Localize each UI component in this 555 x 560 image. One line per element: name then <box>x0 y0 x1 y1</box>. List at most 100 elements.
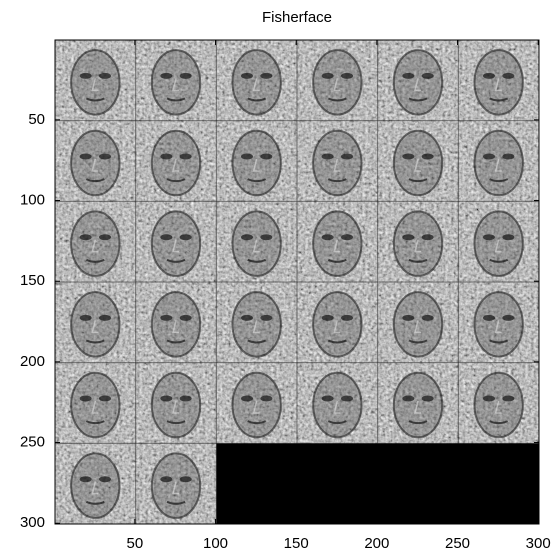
x-tick-label: 300 <box>526 535 551 552</box>
face-nose <box>91 158 99 172</box>
face-eye <box>482 314 495 321</box>
face-eye <box>160 153 173 160</box>
x-tick-label: 250 <box>445 535 470 552</box>
face-outline <box>150 129 202 197</box>
face-eye <box>260 153 273 160</box>
face-eye <box>160 476 173 483</box>
face-outline <box>150 49 202 116</box>
face-eye <box>260 234 273 241</box>
face-outline <box>473 49 524 116</box>
face-outline <box>392 129 444 197</box>
face-outline <box>312 129 363 197</box>
tile-border <box>296 362 379 444</box>
face-mouth <box>489 420 509 425</box>
face-eye <box>341 234 354 241</box>
face-mouth <box>166 339 186 344</box>
tile-border <box>457 40 539 122</box>
face-nose <box>414 239 421 253</box>
face-nose <box>172 78 179 92</box>
face-eye <box>99 476 112 483</box>
empty-region <box>216 443 539 524</box>
face-eye <box>502 314 515 321</box>
face-nose <box>494 320 502 334</box>
face-eye <box>260 72 273 79</box>
face-eye <box>502 72 515 79</box>
face-nose <box>414 400 421 414</box>
y-tick-label: 250 <box>20 433 45 450</box>
face-mouth <box>166 420 186 425</box>
face-eye <box>160 395 173 402</box>
face-eye <box>321 153 334 160</box>
face-nose <box>333 400 341 414</box>
face-nose <box>172 481 179 495</box>
face-eye <box>482 72 495 79</box>
face-nose <box>494 78 502 92</box>
tile-border <box>457 281 539 364</box>
face-eye <box>402 234 415 241</box>
face-eye <box>99 234 112 241</box>
face-eye <box>421 314 434 321</box>
image <box>55 40 539 524</box>
face-outline <box>70 371 121 439</box>
face-outline <box>312 371 363 439</box>
face-eye <box>402 72 415 79</box>
tile-border <box>55 200 137 283</box>
y-tick-label: 300 <box>20 514 45 531</box>
face-mouth <box>327 420 347 425</box>
face-mouth <box>247 178 267 183</box>
face-eye <box>341 72 354 79</box>
face-eye <box>179 72 192 79</box>
face-mouth <box>408 97 428 102</box>
face-eye <box>402 153 415 160</box>
face-mouth <box>489 339 509 344</box>
x-tick-label: 100 <box>203 535 228 552</box>
face-nose <box>414 78 421 92</box>
face-nose <box>494 158 502 172</box>
face-mouth <box>85 500 105 505</box>
y-tick-label: 150 <box>20 272 45 289</box>
face-mouth <box>85 339 105 344</box>
tile-border <box>377 120 459 202</box>
tile-border <box>135 362 217 444</box>
tile-border <box>135 200 217 283</box>
x-tick-label: 150 <box>284 535 309 552</box>
face-eye <box>502 395 515 402</box>
face-nose <box>494 239 502 253</box>
x-tick-label: 200 <box>364 535 389 552</box>
tile-border <box>377 40 459 122</box>
face-eye <box>482 153 495 160</box>
face-eye <box>99 395 112 402</box>
face-mouth <box>489 258 509 263</box>
face-outline <box>473 210 524 277</box>
chart-title: Fisherface <box>262 9 332 26</box>
face-eye <box>321 234 334 241</box>
face-eye <box>482 395 495 402</box>
face-eye <box>160 72 173 79</box>
face-mouth <box>408 420 428 425</box>
face-eye <box>260 395 273 402</box>
tile-border <box>135 281 217 364</box>
face-eye <box>179 476 192 483</box>
tile-border <box>55 442 137 524</box>
face-mouth <box>166 97 186 102</box>
face-mouth <box>489 97 509 102</box>
face-outline <box>70 129 121 197</box>
tile-border <box>296 281 379 364</box>
tile-border <box>215 281 298 364</box>
face-eye <box>99 314 112 321</box>
face-mouth <box>247 420 267 425</box>
face-eye <box>260 314 273 321</box>
tile-border <box>215 362 298 444</box>
face-nose <box>414 158 421 172</box>
face-mouth <box>166 500 186 505</box>
face-eye <box>240 395 253 402</box>
face-eye <box>402 395 415 402</box>
face-nose <box>333 78 341 92</box>
face-mouth <box>85 178 105 183</box>
face-mouth <box>166 178 186 183</box>
face-nose <box>333 239 341 253</box>
face-outline <box>70 49 121 116</box>
face-nose <box>172 320 179 334</box>
